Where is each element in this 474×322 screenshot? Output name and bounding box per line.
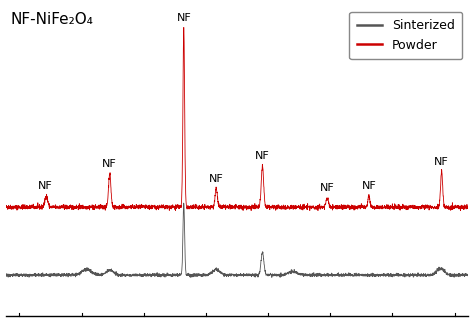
Text: NF: NF — [255, 151, 270, 161]
Text: NF-NiFe₂O₄: NF-NiFe₂O₄ — [10, 12, 93, 27]
Legend: Sinterized, Powder: Sinterized, Powder — [349, 12, 462, 59]
Text: NF: NF — [37, 181, 52, 191]
Text: NF: NF — [176, 14, 191, 24]
Text: NF: NF — [434, 156, 449, 167]
Text: NF: NF — [102, 158, 117, 168]
Text: NF: NF — [320, 183, 335, 193]
Text: NF: NF — [209, 174, 224, 184]
Text: NF: NF — [362, 181, 376, 191]
